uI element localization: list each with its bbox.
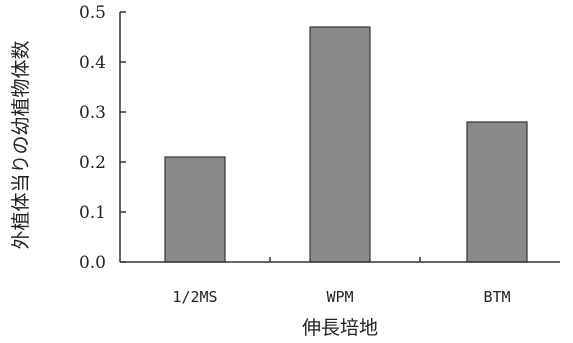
- bars: [164, 26, 528, 263]
- x-tick-label: BTM: [483, 288, 510, 306]
- y-axis-ticks: 0.0 0.1 0.2 0.3 0.4 0.5: [79, 3, 126, 273]
- x-tick-label: WPM: [326, 288, 353, 306]
- y-tick-label: 0.0: [79, 253, 106, 273]
- y-tick-label: 0.2: [79, 153, 106, 173]
- y-tick-label: 0.4: [79, 53, 106, 73]
- bar-1-2ms: [164, 156, 226, 263]
- y-tick-label: 0.3: [79, 103, 106, 123]
- x-axis-title: 伸長培地: [302, 317, 378, 339]
- x-tick-label: 1/2MS: [172, 288, 217, 306]
- bar-btm: [466, 121, 528, 263]
- y-tick-label: 0.1: [79, 203, 106, 223]
- y-axis-title: 外植体当りの幼植物体数: [10, 40, 32, 249]
- x-axis-tick-labels: 1/2MS WPM BTM: [172, 257, 511, 306]
- bar-wpm: [309, 26, 371, 263]
- y-tick-label: 0.5: [79, 3, 106, 23]
